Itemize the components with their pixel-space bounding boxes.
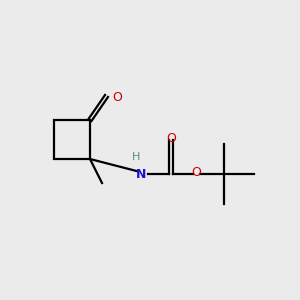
Text: N: N bbox=[136, 167, 146, 181]
Text: H: H bbox=[132, 152, 141, 163]
Text: O: O bbox=[192, 166, 201, 179]
Text: O: O bbox=[166, 132, 176, 145]
Text: O: O bbox=[112, 91, 122, 104]
